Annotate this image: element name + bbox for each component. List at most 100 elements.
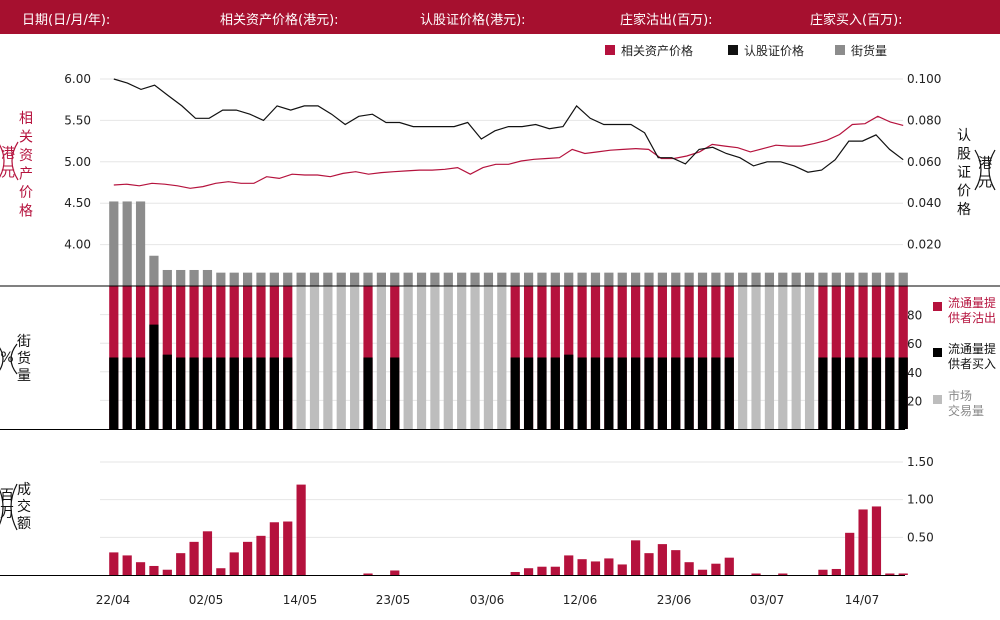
price-tick-label: 5.00 bbox=[64, 155, 91, 169]
warrant-tick-label: 0.100 bbox=[907, 72, 941, 86]
outstanding-bar bbox=[390, 272, 400, 286]
percent-tick-label: 80 bbox=[907, 309, 922, 323]
mm-buy-bar bbox=[135, 357, 146, 429]
market-volume-bar bbox=[483, 286, 494, 429]
outstanding-bar bbox=[523, 272, 534, 286]
x-tick-label: 03/07 bbox=[750, 593, 785, 607]
market-volume-bar bbox=[804, 286, 815, 429]
mm-buy-bar bbox=[564, 354, 574, 429]
outstanding-bar bbox=[684, 272, 694, 286]
mm-buy-bar bbox=[390, 357, 400, 429]
warrant-axis-title: 价 bbox=[957, 184, 971, 200]
outstanding-bar bbox=[323, 272, 333, 286]
outstanding-bar bbox=[510, 272, 520, 286]
underlying-axis-unit: 港 bbox=[1, 146, 15, 162]
outstanding-bar bbox=[631, 272, 641, 286]
turnover-tick-label: 1.00 bbox=[907, 493, 934, 507]
turnover-bar bbox=[577, 559, 587, 575]
mm-buy-bar bbox=[283, 357, 293, 429]
turnover-bar bbox=[162, 569, 172, 575]
turnover-bar bbox=[296, 484, 306, 575]
mm-buy-bar bbox=[845, 357, 855, 429]
percent-axis-title: 街 bbox=[17, 334, 31, 350]
mm-buy-bar bbox=[684, 357, 694, 429]
price-tick-label: 6.00 bbox=[64, 72, 91, 86]
percent-bars bbox=[109, 286, 908, 429]
x-tick-label: 22/04 bbox=[96, 593, 131, 607]
outstanding-bar bbox=[791, 272, 801, 286]
outstanding-bar bbox=[617, 272, 627, 286]
outstanding-bar bbox=[416, 272, 427, 286]
outstanding-bar bbox=[724, 272, 734, 286]
turnover-axis-title: 交 bbox=[17, 498, 31, 515]
market-volume-bar bbox=[443, 286, 453, 429]
warrant-tick-label: 0.020 bbox=[907, 238, 941, 252]
legend-swatch bbox=[605, 45, 615, 55]
turnover-bar bbox=[778, 573, 788, 575]
underlying-axis-title: 格 bbox=[19, 204, 33, 220]
market-volume-bar bbox=[751, 286, 761, 429]
market-volume-bar bbox=[457, 286, 467, 429]
outstanding-bar bbox=[363, 272, 373, 286]
turnover-bar bbox=[243, 541, 253, 575]
mm-buy-bar bbox=[537, 357, 547, 429]
turnover-bar bbox=[283, 521, 293, 575]
turnover-bar bbox=[858, 509, 868, 575]
mm-buy-bar bbox=[523, 357, 534, 429]
x-tick-label: 23/05 bbox=[376, 593, 411, 607]
underlying-price-line bbox=[113, 115, 904, 189]
outstanding-bar bbox=[135, 201, 146, 286]
turnover-bar bbox=[697, 569, 708, 575]
outstanding-bar bbox=[376, 272, 386, 286]
percent-legend-label: 供者沽出 bbox=[948, 311, 996, 325]
outstanding-bar bbox=[871, 272, 882, 286]
turnover-axis-unit: 百 bbox=[0, 488, 14, 504]
turnover-bar bbox=[590, 561, 601, 575]
outstanding-bar bbox=[711, 272, 721, 286]
percent-axis-title: 量 bbox=[17, 368, 31, 384]
mm-buy-bar bbox=[644, 357, 654, 429]
turnover-bar bbox=[189, 541, 199, 575]
market-volume-bar bbox=[416, 286, 427, 429]
turnover-bar bbox=[550, 566, 560, 575]
market-volume-bar bbox=[296, 286, 306, 429]
outstanding-bar bbox=[898, 272, 908, 286]
outstanding-bar bbox=[202, 269, 213, 286]
underlying-axis-parens bbox=[0, 144, 5, 178]
outstanding-bar bbox=[858, 272, 868, 286]
x-tick-label: 02/05 bbox=[189, 593, 224, 607]
percent-axis-parens bbox=[0, 347, 4, 371]
x-tick-label: 03/06 bbox=[470, 593, 505, 607]
turnover-bar bbox=[885, 573, 895, 575]
warrant-tick-label: 0.040 bbox=[907, 196, 941, 210]
mm-buy-bar bbox=[109, 357, 119, 429]
percent-legend-swatch bbox=[933, 302, 942, 311]
mm-buy-bar bbox=[871, 357, 882, 429]
turnover-axis-parens bbox=[0, 489, 4, 525]
mm-buy-bar bbox=[818, 357, 828, 429]
percent-legend-label: 供者买入 bbox=[948, 357, 996, 371]
turnover-bar bbox=[256, 535, 266, 575]
mm-buy-bar bbox=[898, 357, 908, 429]
warrant-axis-title: 认 bbox=[957, 128, 971, 144]
outstanding-bar bbox=[483, 272, 494, 286]
outstanding-bar bbox=[831, 272, 841, 286]
outstanding-bar bbox=[309, 272, 320, 286]
mm-buy-bar bbox=[858, 357, 868, 429]
warrant-price-label: 认股证价格(港元): bbox=[420, 13, 526, 28]
underlying-axis-title: 相 bbox=[19, 111, 33, 127]
outstanding-bar bbox=[283, 272, 293, 286]
price-lines bbox=[113, 78, 904, 189]
percent-axis-parens bbox=[10, 343, 18, 375]
legend-label: 认股证价格 bbox=[744, 43, 804, 58]
mm-buy-bar bbox=[122, 357, 132, 429]
x-tick-label: 14/05 bbox=[283, 593, 318, 607]
outstanding-bar bbox=[644, 272, 654, 286]
mm-buy-bar bbox=[724, 357, 734, 429]
market-volume-bar bbox=[336, 286, 346, 429]
outstanding-bar bbox=[189, 269, 199, 286]
mm-buy-bar bbox=[243, 357, 253, 429]
outstanding-bar bbox=[457, 272, 467, 286]
market-volume-bar bbox=[403, 286, 413, 429]
